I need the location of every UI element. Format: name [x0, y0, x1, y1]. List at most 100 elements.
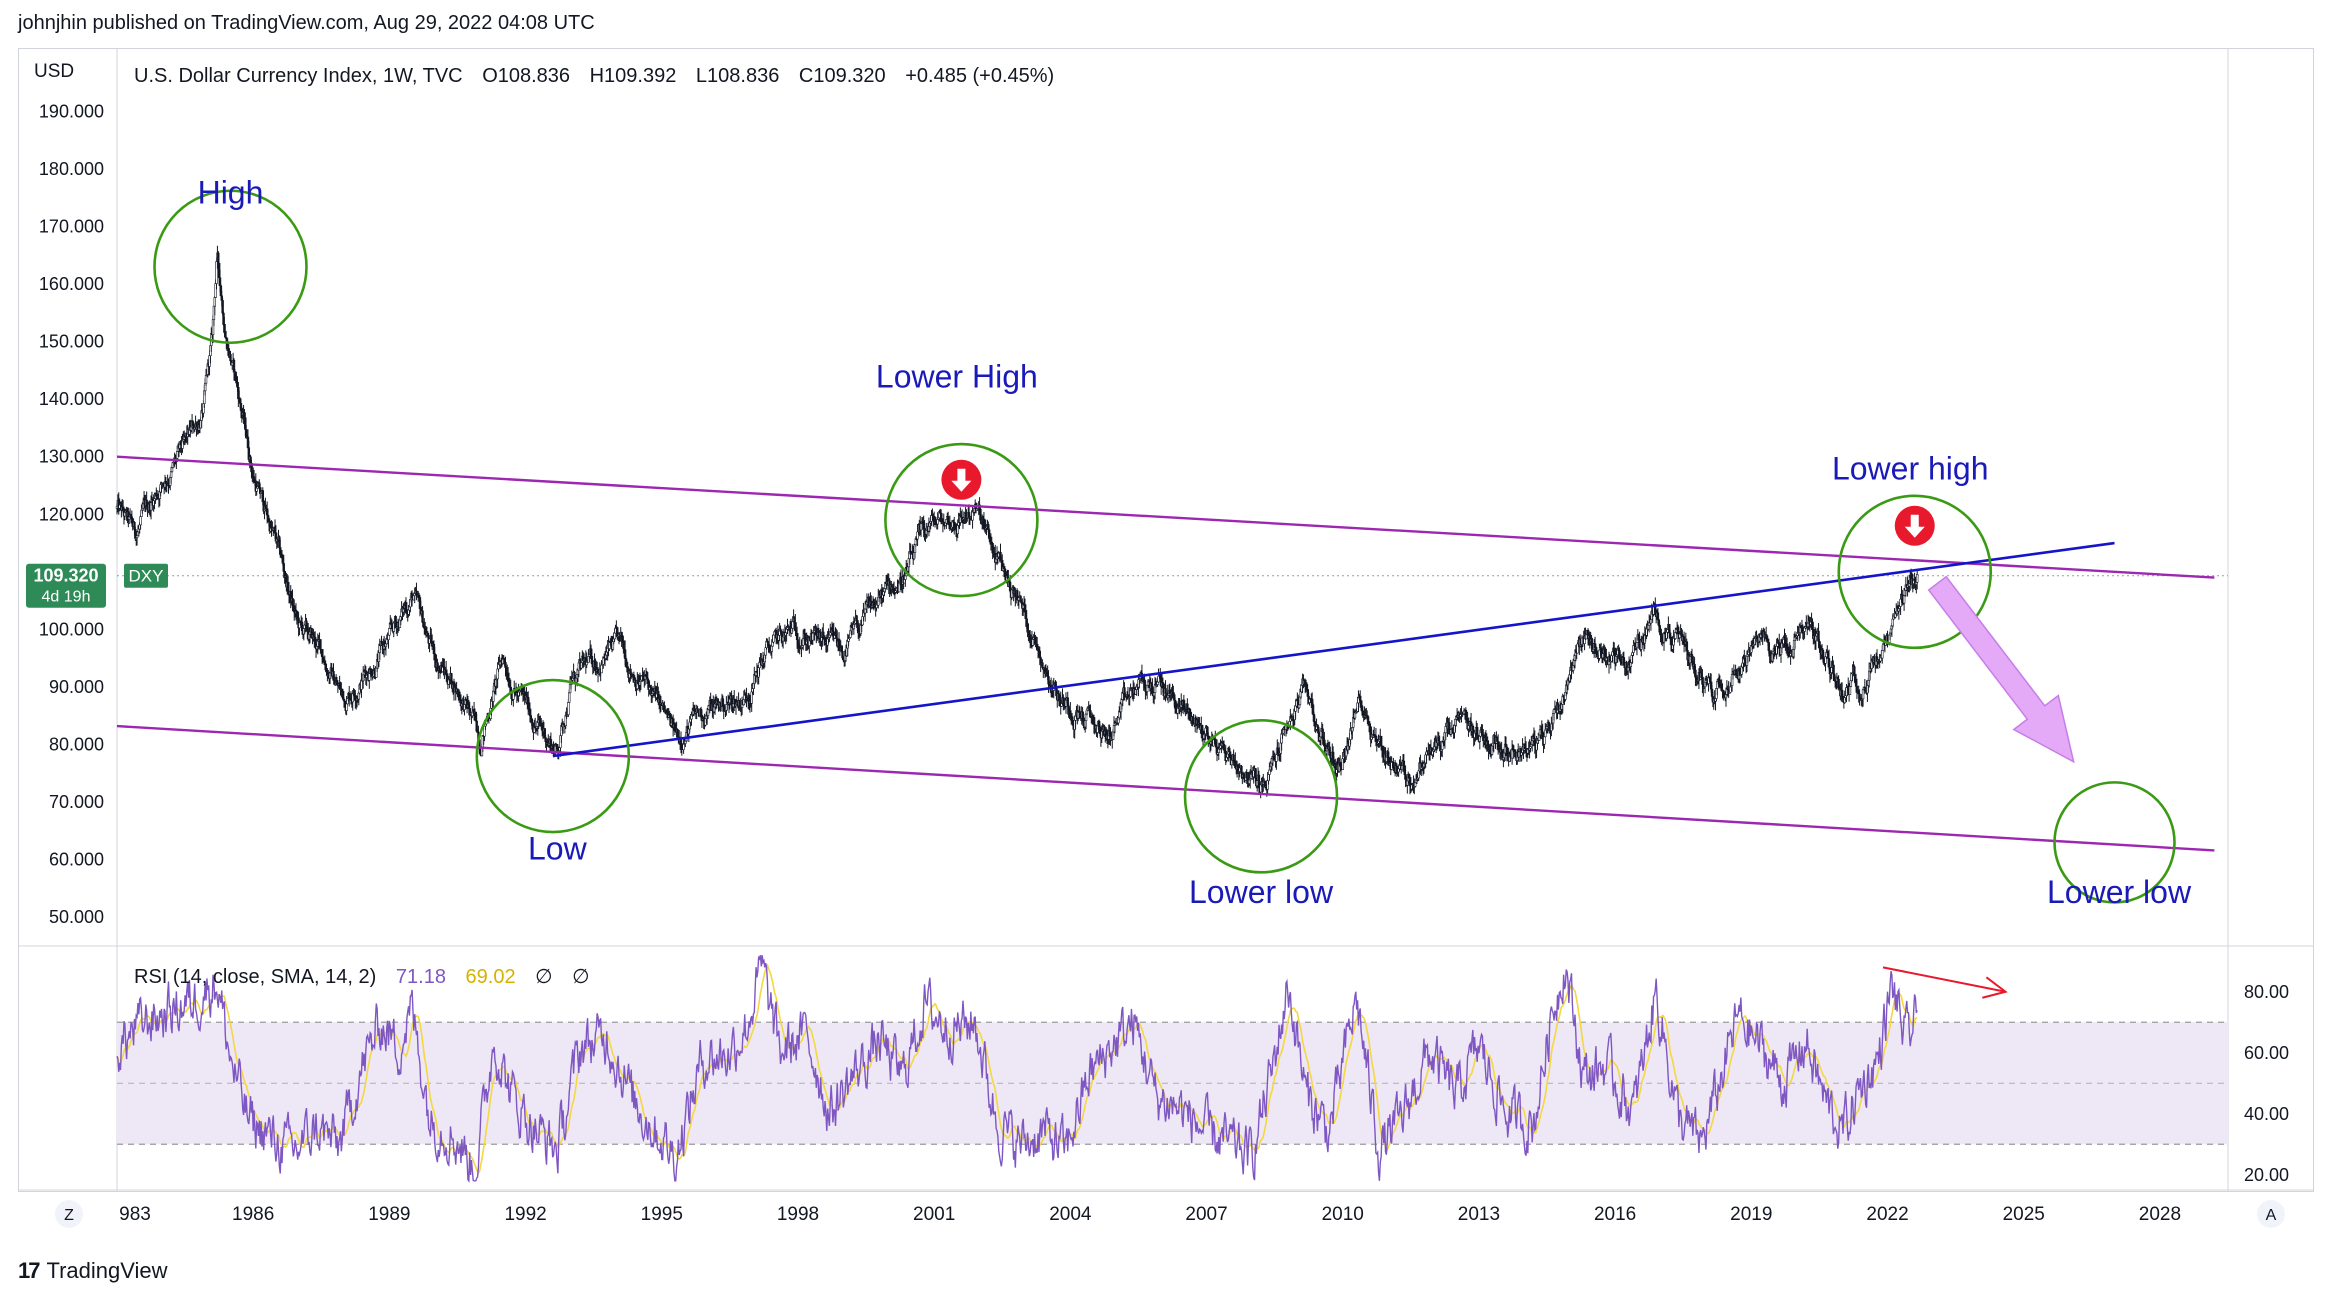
- tradingview-brand: TradingView: [46, 1258, 168, 1283]
- price-badge-box: [26, 563, 106, 608]
- candle-body: [229, 354, 232, 362]
- rsi-axis[interactable]: 80.00 60.00 40.00 20.00: [2244, 982, 2289, 1185]
- price-tick-label: 130.000: [39, 447, 104, 467]
- time-tick-label: 2013: [1458, 1204, 1500, 1225]
- rsi-tick-label: 20.00: [2244, 1165, 2289, 1185]
- candle-series[interactable]: [115, 245, 1919, 799]
- rsi-extra-2: ∅: [572, 966, 589, 988]
- svg-text:A: A: [2266, 1207, 2277, 1224]
- ohlc-close: C109.320: [799, 65, 886, 87]
- price-tick-label: 90.000: [49, 677, 104, 697]
- time-axis[interactable]: 983 1986 1989 1992 1995 1998 2001 2004 2007 2010 2…: [119, 1204, 2181, 1225]
- ohlc-change: +0.485 (+0.45%): [905, 65, 1054, 87]
- candle-body: [613, 632, 616, 640]
- time-tick-label: 2007: [1185, 1204, 1227, 1225]
- candle-body: [1649, 619, 1653, 624]
- candle-body: [822, 631, 825, 638]
- candle-body: [261, 490, 264, 503]
- price-tick-label: 70.000: [49, 792, 104, 812]
- candle-body: [1858, 693, 1861, 698]
- candle-body: [529, 715, 533, 719]
- candle-body: [1438, 741, 1441, 746]
- price-tick-label: 180.000: [39, 159, 104, 179]
- rsi-sma-value: 69.02: [466, 966, 516, 988]
- candle-body: [1902, 595, 1906, 604]
- time-tick-label: 2001: [913, 1204, 955, 1225]
- ohlc-low: L108.836: [696, 65, 779, 87]
- time-tick-label: 2010: [1322, 1204, 1364, 1225]
- price-tick-label: 80.000: [49, 735, 104, 755]
- sell-signal-icon: [941, 459, 982, 500]
- support-trendline: [552, 541, 2115, 758]
- candle-body: [1635, 642, 1639, 648]
- price-tick-label: 160.000: [39, 274, 104, 294]
- highlight-circle: [1837, 494, 1993, 650]
- candle-body: [176, 451, 179, 459]
- time-tick-label: 2004: [1049, 1204, 1092, 1225]
- candle-body: [904, 575, 907, 580]
- candle-body: [313, 636, 317, 644]
- timezone-button[interactable]: Z: [55, 1200, 83, 1228]
- candle-body: [387, 634, 390, 641]
- ohlc-high: H109.392: [590, 65, 677, 87]
- footer-brand[interactable]: 17 TradingView: [18, 1258, 168, 1284]
- candle-body: [600, 664, 603, 674]
- candle-body: [772, 634, 775, 643]
- price-badge-value: 109.320: [33, 566, 98, 586]
- svg-text:Z: Z: [64, 1207, 74, 1224]
- price-tick-label: 120.000: [39, 504, 104, 524]
- candle-body: [1881, 649, 1884, 659]
- channel-top-line: [116, 455, 2215, 579]
- rsi-band: [117, 1022, 2228, 1145]
- price-axis[interactable]: 190.000 180.000 170.000 160.000 150.000 140.0…: [39, 101, 104, 927]
- candle-body: [1359, 695, 1362, 701]
- publisher-line: johnjhin published on TradingView.com, A…: [18, 12, 595, 34]
- candle-body: [450, 673, 453, 682]
- price-tick-label: 150.000: [39, 332, 104, 352]
- rsi-tick-label: 60.00: [2244, 1043, 2289, 1063]
- candle-body: [139, 516, 142, 526]
- rsi-tick-label: 40.00: [2244, 1104, 2289, 1124]
- time-tick-label: 1989: [368, 1204, 410, 1225]
- candle-body: [919, 523, 923, 531]
- candle-body: [946, 516, 950, 523]
- annotation-label: Lower low: [2047, 874, 2192, 910]
- rsi-title: RSI (14, close, SMA, 14, 2): [134, 966, 376, 988]
- symbol-badge-text: DXY: [129, 567, 164, 586]
- candle-body: [221, 300, 224, 314]
- candle-body: [1305, 684, 1309, 690]
- time-tick-label: 1998: [777, 1204, 819, 1225]
- rsi-line: [116, 954, 1918, 1183]
- rsi-series[interactable]: [116, 954, 1918, 1183]
- auto-scale-button[interactable]: A: [2257, 1200, 2285, 1228]
- annotation-label: Lower low: [1189, 874, 1334, 910]
- drawings-layer[interactable]: High Lower High Lower high Low Lower low Lowe…: [116, 174, 2215, 999]
- main-legend: U.S. Dollar Currency Index, 1W, TVC O108…: [134, 65, 1054, 87]
- highlight-circle: [2053, 781, 2176, 904]
- highlight-circle: [475, 678, 631, 834]
- candle-body: [1240, 765, 1243, 774]
- candle-body: [1041, 662, 1044, 668]
- highlight-circle: [884, 442, 1039, 598]
- candle-body: [348, 693, 351, 699]
- time-tick-label: 2028: [2139, 1204, 2181, 1225]
- time-tick-label: 1992: [504, 1204, 546, 1225]
- price-tick-label: 190.000: [39, 101, 104, 121]
- candle-body: [213, 297, 216, 307]
- annotation-label: Lower High: [876, 359, 1038, 395]
- time-tick-label: 1995: [641, 1204, 683, 1225]
- candle-body: [1245, 771, 1248, 779]
- price-tick-label: 50.000: [49, 907, 104, 927]
- price-tick-label: 170.000: [39, 216, 104, 236]
- price-badge: 109.320 4d 19h DXY: [26, 563, 168, 608]
- time-tick-label: 983: [119, 1204, 151, 1225]
- sell-signal-icon: [1894, 505, 1935, 546]
- rsi-tick-label: 80.00: [2244, 982, 2289, 1002]
- candle-body: [421, 610, 424, 623]
- currency-label: USD: [34, 61, 74, 82]
- candle-body: [770, 645, 773, 652]
- annotation-label: Lower high: [1832, 451, 1989, 487]
- candle-body: [1543, 736, 1546, 745]
- projection-arrow: [1927, 575, 2075, 764]
